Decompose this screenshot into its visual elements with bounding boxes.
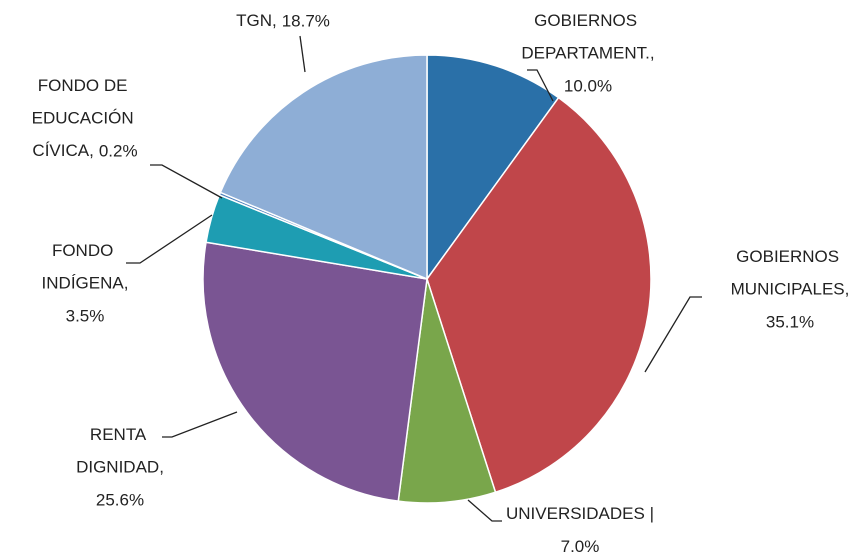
slices [202,54,652,504]
leader-lines [126,35,702,522]
value-label: 7.0% [561,537,600,556]
slice-label: GOBIERNOS MUNICIPALES, [731,247,850,299]
value-label: 0.2% [99,141,138,160]
slice [426,96,652,494]
slice-label: TGN, [236,11,277,30]
slice-label: FONDO DE EDUCACIÓN CÍVICA, [32,76,139,160]
leader-line [527,69,554,102]
leader-line [150,164,223,199]
slice-label: FONDO INDÍGENA, [42,241,129,293]
leader-line [467,499,502,522]
slice-label: GOBIERNOS DEPARTAMENT., [521,11,654,63]
leader-line [126,214,213,264]
leader-line [644,296,702,373]
value-label: 25.6% [96,490,144,509]
slice-label: RENTA DIGNIDAD, [76,425,164,477]
leader-line [299,35,306,73]
slice [426,54,560,282]
value-label: 10.0% [564,76,612,95]
value-label: 35.1% [766,312,814,331]
slice [202,241,428,502]
value-label: 3.5% [66,306,105,325]
leader-line [162,411,238,438]
slice-label: UNIVERSIDADES | [506,504,654,523]
slice [219,54,428,281]
value-label: 18.7% [282,11,330,30]
